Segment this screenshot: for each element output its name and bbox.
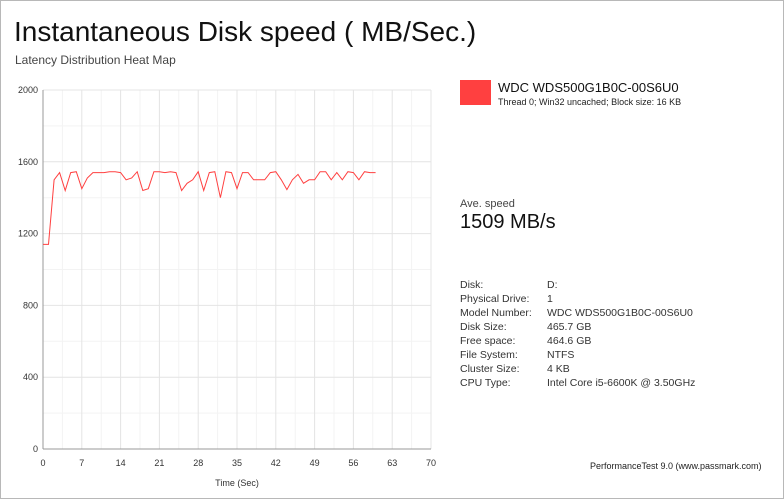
info-value: 1 <box>547 293 553 305</box>
info-key: CPU Type: <box>460 377 511 389</box>
x-tick-label: 49 <box>310 458 320 468</box>
info-key: Free space: <box>460 335 516 347</box>
x-axis-label: Time (Sec) <box>215 478 259 488</box>
info-value: NTFS <box>547 349 575 361</box>
page-subtitle: Latency Distribution Heat Map <box>15 53 176 67</box>
page-title: Instantaneous Disk speed ( MB/Sec.) <box>14 16 477 47</box>
info-key: Physical Drive: <box>460 293 530 305</box>
info-value: WDC WDS500G1B0C-00S6U0 <box>547 307 693 319</box>
info-value: 464.6 GB <box>547 335 592 347</box>
legend-series-description: Thread 0; Win32 uncached; Block size: 16… <box>498 97 682 107</box>
info-value: Intel Core i5-6600K @ 3.50GHz <box>547 377 696 389</box>
y-tick-label: 0 <box>33 444 38 454</box>
average-speed-value: 1509 MB/s <box>460 211 556 233</box>
x-tick-label: 7 <box>79 458 84 468</box>
info-key: File System: <box>460 349 518 361</box>
series-line <box>43 170 376 245</box>
y-tick-label: 400 <box>23 372 38 382</box>
info-key: Model Number: <box>460 307 532 319</box>
legend-swatch <box>460 80 491 105</box>
x-tick-label: 28 <box>193 458 203 468</box>
average-speed-label: Ave. speed <box>460 198 515 210</box>
info-key: Cluster Size: <box>460 363 520 375</box>
info-key: Disk Size: <box>460 321 507 333</box>
info-value: D: <box>547 279 558 291</box>
footer-credit: PerformanceTest 9.0 (www.passmark.com) <box>590 461 762 471</box>
x-tick-label: 35 <box>232 458 242 468</box>
info-key: Disk: <box>460 279 484 291</box>
x-tick-label: 70 <box>426 458 436 468</box>
x-tick-label: 21 <box>154 458 164 468</box>
x-tick-label: 63 <box>387 458 397 468</box>
y-tick-label: 2000 <box>18 85 38 95</box>
x-tick-label: 42 <box>271 458 281 468</box>
y-tick-label: 1600 <box>18 157 38 167</box>
x-tick-label: 14 <box>116 458 126 468</box>
info-value: 4 KB <box>547 363 570 375</box>
y-tick-label: 1200 <box>18 229 38 239</box>
y-tick-label: 800 <box>23 300 38 310</box>
info-value: 465.7 GB <box>547 321 592 333</box>
x-tick-label: 56 <box>348 458 358 468</box>
legend-series-name: WDC WDS500G1B0C-00S6U0 <box>498 80 679 95</box>
x-tick-label: 0 <box>40 458 45 468</box>
